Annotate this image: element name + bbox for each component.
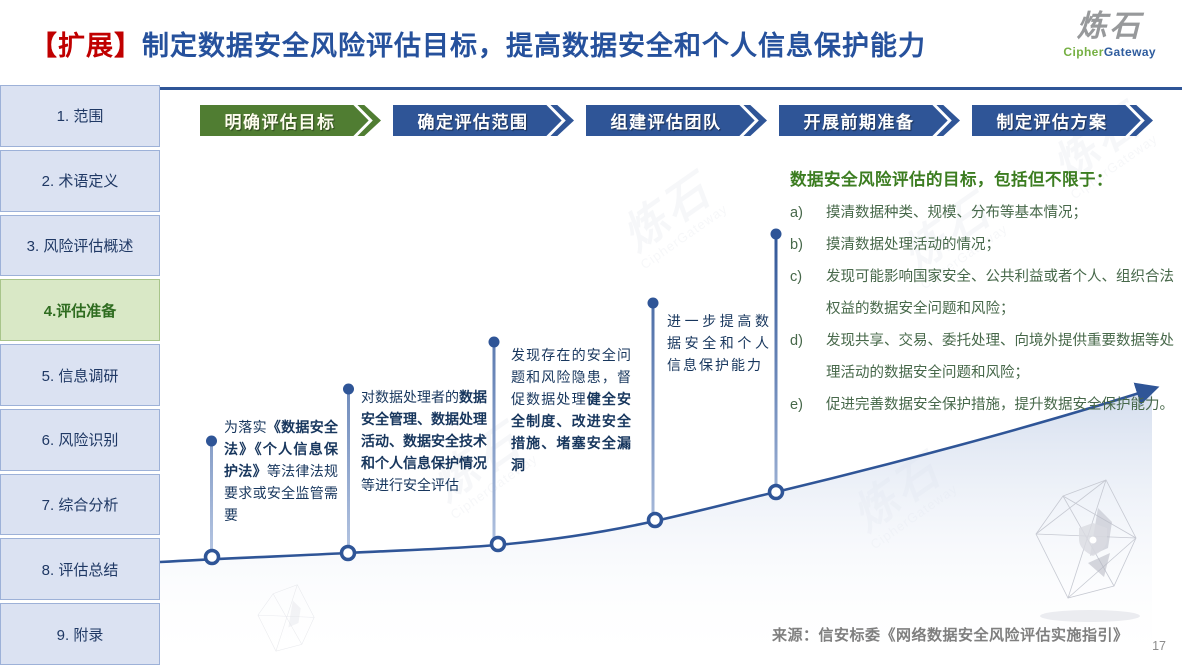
curve-dot xyxy=(646,511,664,529)
step-label: 开展前期准备 xyxy=(803,113,915,132)
curve-dot xyxy=(489,535,507,553)
goal-item-d: d) 发现共享、交易、委托处理、向境外提供重要数据等处理活动的数据安全问题和风险； xyxy=(790,333,1174,381)
sidebar-item-analysis: 7. 综合分析 xyxy=(0,473,160,536)
step-build-team: 组建评估团队 xyxy=(586,101,768,140)
sidebar-item-preparation: 4.评估准备 xyxy=(0,279,160,342)
title-tag: 【扩展】 xyxy=(30,31,142,61)
step-label: 确定评估范围 xyxy=(417,113,529,132)
goal-item-e: e) 促进完善数据安全保护措施，提升数据安全保护能力。 xyxy=(790,397,1174,413)
sidebar: 1. 范围 2. 术语定义 3. 风险评估概述 4.评估准备 5. 信息调研 6… xyxy=(0,85,160,665)
page-number: 17 xyxy=(1152,639,1166,653)
sidebar-item-appendix: 9. 附录 xyxy=(0,603,160,665)
logo-cn-text: 炼石 xyxy=(1076,10,1143,43)
arrow-banner-shape xyxy=(586,101,768,140)
step-make-plan: 制定评估方案 xyxy=(972,101,1154,140)
step-define-scope: 确定评估范围 xyxy=(393,101,575,140)
page-title: 【扩展】制定数据安全风险评估目标，提高数据安全和个人信息保护能力 xyxy=(30,24,926,63)
sidebar-item-risk-identify: 6. 风险识别 xyxy=(0,408,160,471)
curve-dot xyxy=(767,483,785,501)
sidebar-item-summary: 8. 评估总结 xyxy=(0,538,160,601)
curve-dot xyxy=(339,544,357,562)
goal-item-b: b) 摸清数据处理活动的情况； xyxy=(790,237,1000,253)
milestone-note-capability: 进一步提高数据安全和个人信息保护能力 xyxy=(667,313,771,373)
stem-top-dot xyxy=(770,228,782,240)
sidebar-item-scope: 1. 范围 xyxy=(0,85,160,147)
cipher-gateway-logo: 炼石 CipherGateway xyxy=(1063,10,1156,59)
sidebar-item-overview: 3. 风险评估概述 xyxy=(0,214,160,277)
header-divider xyxy=(160,87,1182,90)
process-steps: 明确评估目标 确定评估范围 组建评估团队 开展前期准备 xyxy=(200,101,1154,140)
curve-dot xyxy=(203,548,221,566)
milestone-note-issues: 发现存在的安全问题和风险隐患，督促数据处理健全安全制度、改进安全措施、堵塞安全漏… xyxy=(511,347,632,473)
growth-curve xyxy=(159,382,1160,564)
goals-panel: 数据安全风险评估的目标，包括但不限于： a) 摸清数据种类、规模、分布等基本情况；… xyxy=(790,166,1182,421)
stem-top-dot xyxy=(206,435,217,447)
goals-heading: 数据安全风险评估的目标，包括但不限于： xyxy=(790,171,1113,189)
goal-item-a: a) 摸清数据种类、规模、分布等基本情况； xyxy=(790,205,1087,221)
arrow-banner-shape xyxy=(200,101,382,140)
stem-top-dot xyxy=(343,383,354,395)
stem-top-dot xyxy=(647,297,659,309)
step-label: 制定评估方案 xyxy=(996,113,1108,132)
source-citation: 来源：信安标委《网络数据安全风险评估实施指引》 xyxy=(772,627,1129,644)
arrow-banner-shape xyxy=(972,101,1154,140)
step-define-goals: 明确评估目标 xyxy=(200,101,382,140)
logo-en-text: CipherGateway xyxy=(1063,45,1156,59)
sidebar-item-research: 5. 信息调研 xyxy=(0,344,160,406)
sidebar-item-terms: 2. 术语定义 xyxy=(0,149,160,212)
arrow-banner-shape xyxy=(393,101,575,140)
step-label: 明确评估目标 xyxy=(224,113,336,132)
milestone-note-assessment: 对数据处理者的数据安全管理、数据处理活动、数据安全技术和个人信息保护情况等进行安… xyxy=(361,389,487,493)
step-early-preparation: 开展前期准备 xyxy=(779,101,961,140)
arrow-banner-shape xyxy=(779,101,961,140)
stem-top-dot xyxy=(488,336,500,348)
goal-item-c: c) 发现可能影响国家安全、公共利益或者个人、组织合法权益的数据安全问题和风险； xyxy=(790,269,1174,317)
milestone-note-laws: 为落实《数据安全法》《个人信息保护法》等法律法规要求或安全监管需要 xyxy=(224,419,339,523)
title-text: 制定数据安全风险评估目标，提高数据安全和个人信息保护能力 xyxy=(142,31,926,61)
step-label: 组建评估团队 xyxy=(610,113,722,132)
